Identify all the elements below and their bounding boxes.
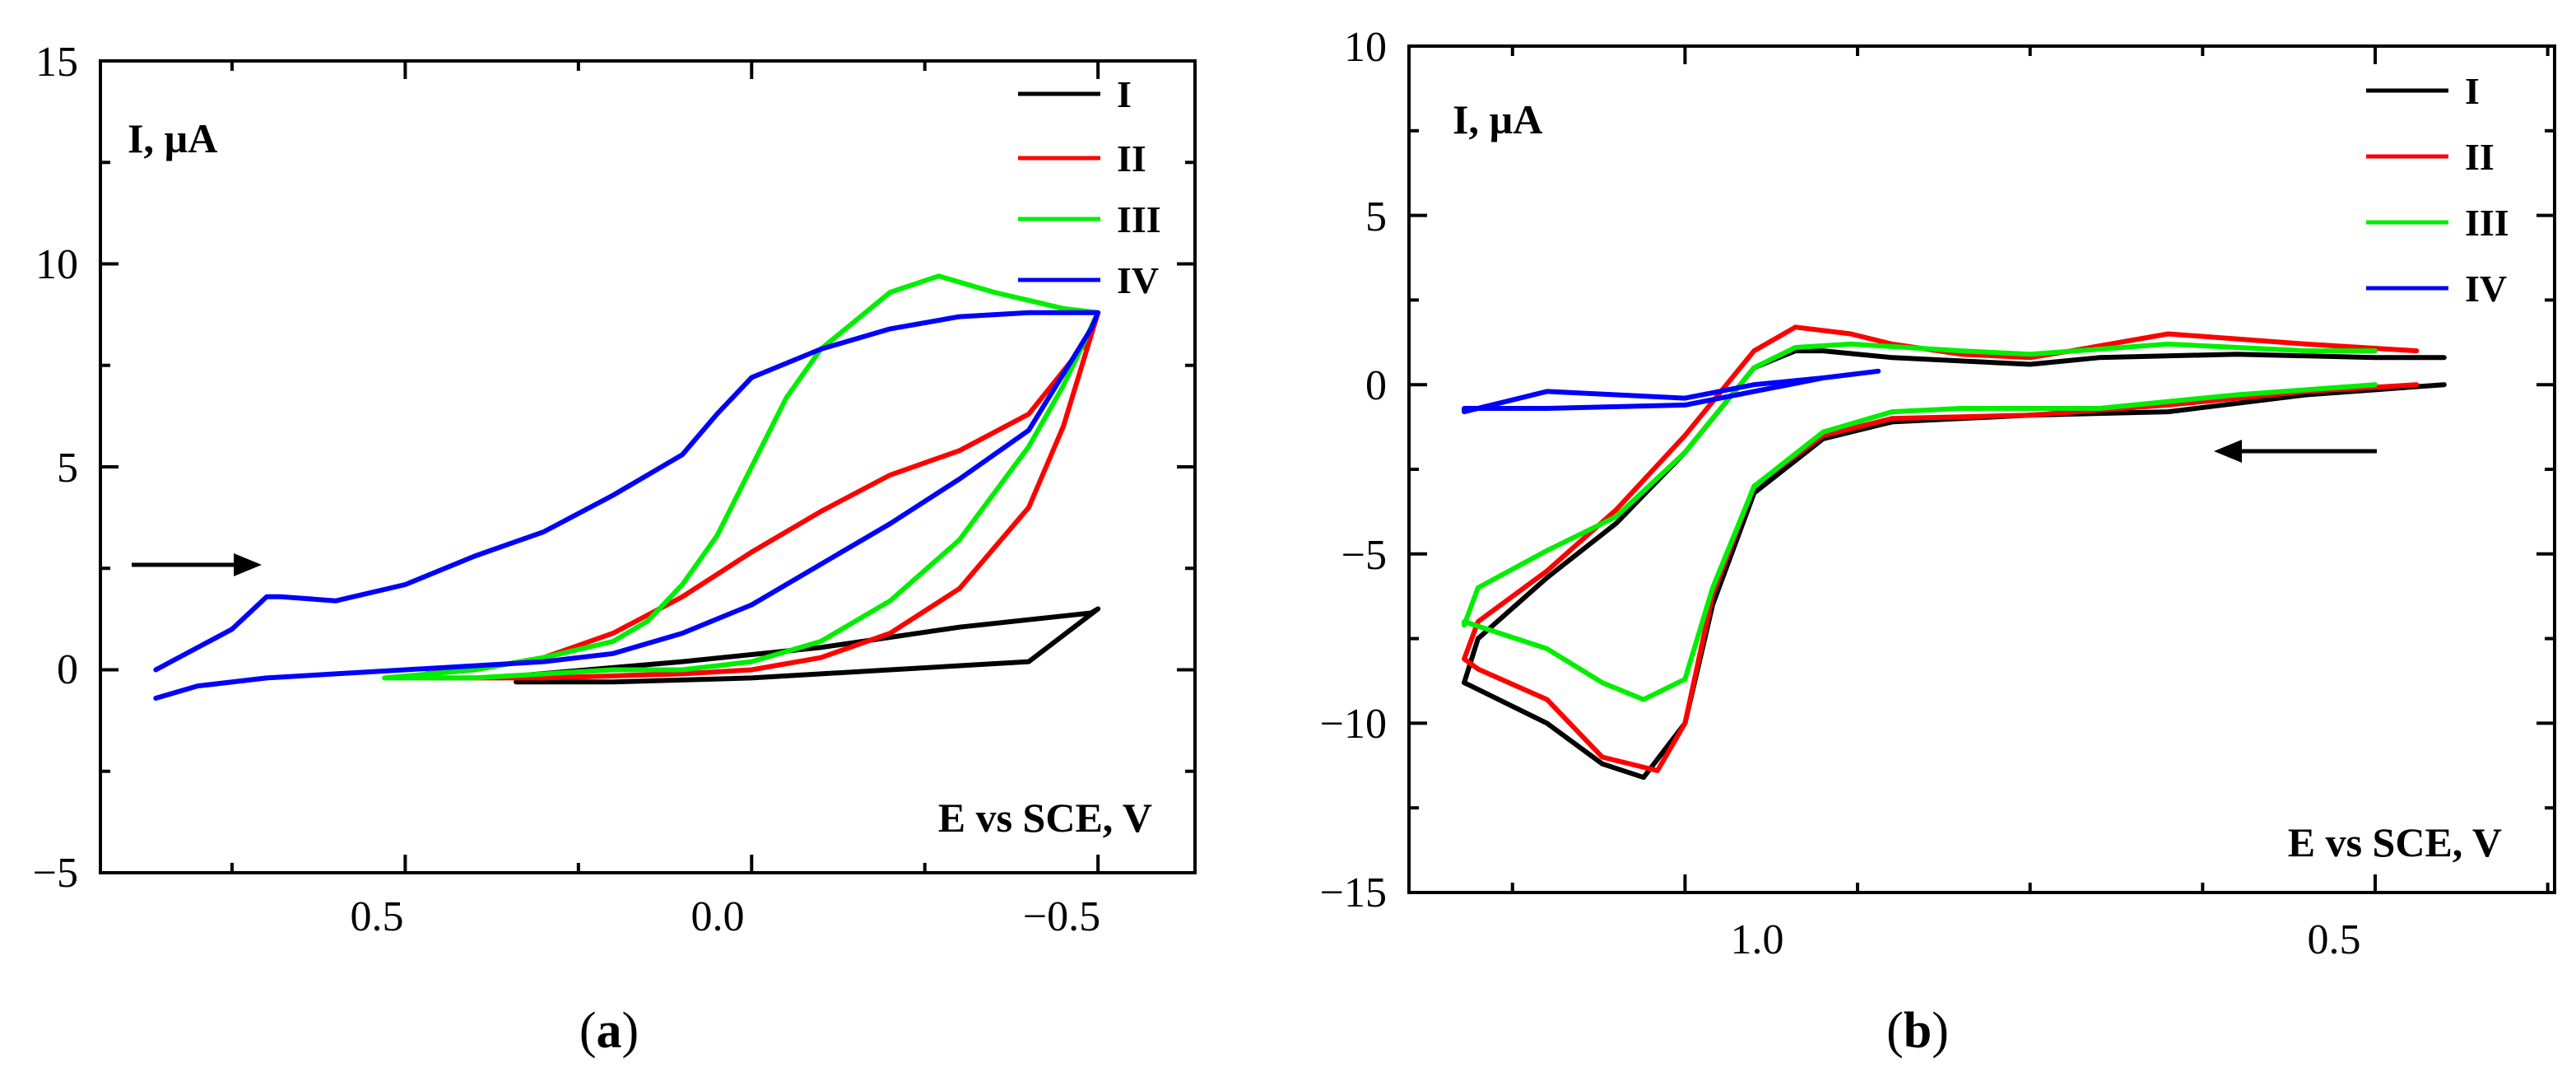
legend-label-III: III xyxy=(1117,198,1161,240)
panel-a-x-tick-label: −0.5 xyxy=(1023,893,1100,940)
panel-b-series xyxy=(1462,324,2447,781)
panel-a-series xyxy=(153,273,1101,701)
series-IV-line xyxy=(153,310,1101,701)
series-II-line xyxy=(1462,324,2420,773)
panel-a-y-tick-label: 15 xyxy=(35,39,78,86)
panel-b-y-tick-label: 0 xyxy=(1365,362,1387,409)
panel-a-x-tick-label: 0.0 xyxy=(691,893,745,940)
panel-a-plot-frame xyxy=(99,59,1197,874)
panel-b-y-tick-label: −10 xyxy=(1320,701,1387,748)
panel-a: 15 10 5 0 −5 0.5 0.0 −0.5 I, µA E vs SCE… xyxy=(33,39,1197,1059)
panel-b-legend: I II III IV xyxy=(2366,70,2509,310)
panel-b-plot-frame xyxy=(1407,44,2556,894)
panel-b-y-tick-label: −15 xyxy=(1320,869,1387,916)
series-III-line xyxy=(382,273,1101,681)
panel-b-scan-direction-arrow xyxy=(2214,440,2377,463)
panel-a-legend: I II III IV xyxy=(1018,73,1161,301)
panel-b-caption-letter: b xyxy=(1904,1003,1932,1059)
legend-label-IV: IV xyxy=(2465,268,2507,310)
panel-a-y-tick-label: 0 xyxy=(57,646,78,693)
panel-b-y-tick-label: −5 xyxy=(1341,532,1387,579)
series-I-line xyxy=(1462,348,2447,781)
panel-a-caption: (a) xyxy=(579,1003,639,1059)
panel-b-y-tick-label: 10 xyxy=(1344,24,1387,71)
panel-b-y-tick-label: 5 xyxy=(1365,193,1387,240)
legend-label-II: II xyxy=(1117,137,1146,179)
panel-a-y-tick-label: 10 xyxy=(35,241,78,288)
legend-label-I: I xyxy=(2465,70,2480,112)
panel-b-y-axis-label: I, µA xyxy=(1453,96,1542,142)
legend-label-I: I xyxy=(1117,73,1132,115)
legend-label-III: III xyxy=(2465,202,2509,244)
panel-b-x-axis-label: E vs SCE, V xyxy=(2288,819,2502,865)
series-IV-line xyxy=(1462,368,1881,415)
panel-a-scan-direction-arrow xyxy=(132,553,262,576)
panel-a-caption-letter: a xyxy=(597,1003,622,1059)
panel-b-ticks xyxy=(1409,44,2555,894)
panel-b-x-tick-label: 0.5 xyxy=(2308,916,2361,963)
legend-label-II: II xyxy=(2465,136,2495,178)
series-I-line xyxy=(514,606,1101,685)
panel-a-ticks xyxy=(100,59,1195,874)
legend-label-IV: IV xyxy=(1117,259,1159,301)
panel-a-y-tick-label: −5 xyxy=(33,850,78,897)
panel-a-x-tick-label: 0.5 xyxy=(351,893,404,940)
panel-b: 10 5 0 −5 −10 −15 1.0 0.5 I, µA E vs SCE… xyxy=(1320,24,2556,1059)
panel-a-x-axis-label: E vs SCE, V xyxy=(938,795,1152,841)
panel-a-y-axis-label: I, µA xyxy=(128,115,217,161)
panel-b-x-tick-label: 1.0 xyxy=(1731,916,1784,963)
panel-b-caption: (b) xyxy=(1886,1003,1949,1059)
panel-a-y-tick-label: 5 xyxy=(57,445,78,492)
series-III-line xyxy=(1462,341,2378,702)
